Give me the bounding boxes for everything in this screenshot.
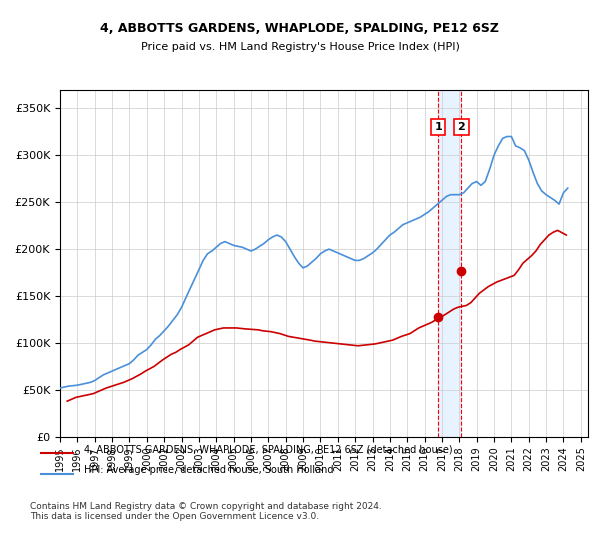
Text: 4, ABBOTTS GARDENS, WHAPLODE, SPALDING, PE12 6SZ (detached house): 4, ABBOTTS GARDENS, WHAPLODE, SPALDING, … (84, 444, 452, 454)
Text: 2: 2 (458, 122, 466, 132)
Text: Price paid vs. HM Land Registry's House Price Index (HPI): Price paid vs. HM Land Registry's House … (140, 42, 460, 52)
Text: HPI: Average price, detached house, South Holland: HPI: Average price, detached house, Sout… (84, 465, 334, 475)
Text: 1: 1 (434, 122, 442, 132)
Text: Contains HM Land Registry data © Crown copyright and database right 2024.
This d: Contains HM Land Registry data © Crown c… (30, 502, 382, 521)
Text: 4, ABBOTTS GARDENS, WHAPLODE, SPALDING, PE12 6SZ: 4, ABBOTTS GARDENS, WHAPLODE, SPALDING, … (101, 22, 499, 35)
Bar (438, 90, 461, 437)
